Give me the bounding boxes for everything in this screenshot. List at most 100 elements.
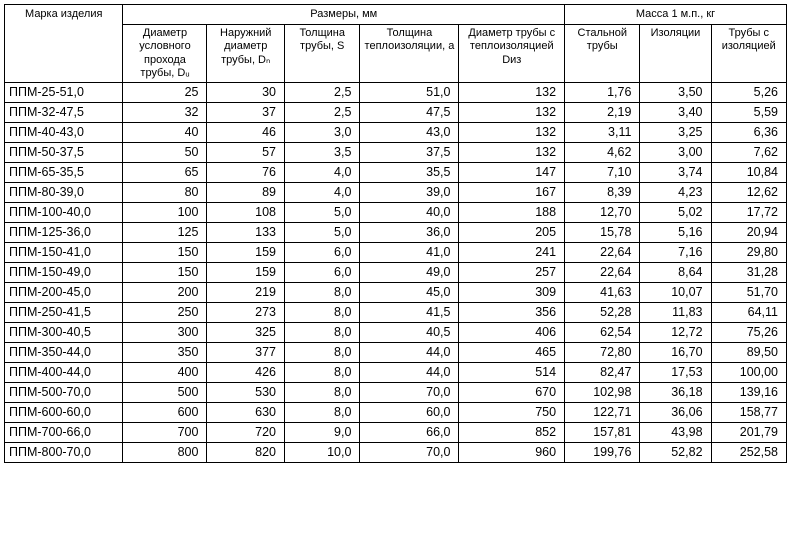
cell-dn: 133 — [207, 223, 285, 243]
cell-a: 44,0 — [360, 363, 459, 383]
cell-du: 150 — [123, 263, 207, 283]
table-row: ППМ-350-44,03503778,044,046572,8016,7089… — [5, 343, 787, 363]
cell-dn: 325 — [207, 323, 285, 343]
cell-a: 41,0 — [360, 243, 459, 263]
cell-du: 400 — [123, 363, 207, 383]
table-row: ППМ-80-39,080894,039,01678,394,2312,62 — [5, 183, 787, 203]
cell-s: 3,0 — [285, 123, 360, 143]
cell-du: 25 — [123, 83, 207, 103]
cell-du: 100 — [123, 203, 207, 223]
cell-s: 4,0 — [285, 183, 360, 203]
cell-diz: 132 — [459, 103, 565, 123]
cell-mark: ППМ-300-40,5 — [5, 323, 123, 343]
cell-du: 200 — [123, 283, 207, 303]
cell-m1: 8,39 — [565, 183, 640, 203]
cell-diz: 514 — [459, 363, 565, 383]
pipe-spec-table: Марка изделия Размеры, мм Масса 1 м.п., … — [4, 4, 787, 463]
cell-a: 35,5 — [360, 163, 459, 183]
cell-mark: ППМ-600-60,0 — [5, 403, 123, 423]
header-mtot: Трубы с изоляцией — [711, 25, 786, 83]
cell-m2: 3,40 — [640, 103, 711, 123]
cell-m1: 7,10 — [565, 163, 640, 183]
cell-m3: 29,80 — [711, 243, 786, 263]
cell-mark: ППМ-150-49,0 — [5, 263, 123, 283]
table-row: ППМ-125-36,01251335,036,020515,785,1620,… — [5, 223, 787, 243]
cell-diz: 147 — [459, 163, 565, 183]
cell-dn: 89 — [207, 183, 285, 203]
cell-diz: 188 — [459, 203, 565, 223]
cell-m1: 41,63 — [565, 283, 640, 303]
header-mass-group: Масса 1 м.п., кг — [565, 5, 787, 25]
header-dn: Наружний диаметр трубы, Dₙ — [207, 25, 285, 83]
cell-mark: ППМ-150-41,0 — [5, 243, 123, 263]
cell-mark: ППМ-50-37,5 — [5, 143, 123, 163]
cell-mark: ППМ-40-43,0 — [5, 123, 123, 143]
cell-m2: 4,23 — [640, 183, 711, 203]
cell-m3: 75,26 — [711, 323, 786, 343]
cell-m1: 102,98 — [565, 383, 640, 403]
cell-mark: ППМ-500-70,0 — [5, 383, 123, 403]
cell-mark: ППМ-32-47,5 — [5, 103, 123, 123]
cell-du: 125 — [123, 223, 207, 243]
cell-mark: ППМ-250-41,5 — [5, 303, 123, 323]
cell-dn: 108 — [207, 203, 285, 223]
cell-m1: 62,54 — [565, 323, 640, 343]
cell-diz: 465 — [459, 343, 565, 363]
cell-m3: 20,94 — [711, 223, 786, 243]
cell-m1: 82,47 — [565, 363, 640, 383]
cell-dn: 530 — [207, 383, 285, 403]
table-row: ППМ-150-41,01501596,041,024122,647,1629,… — [5, 243, 787, 263]
cell-a: 51,0 — [360, 83, 459, 103]
cell-diz: 167 — [459, 183, 565, 203]
cell-m3: 51,70 — [711, 283, 786, 303]
cell-m3: 201,79 — [711, 423, 786, 443]
cell-s: 8,0 — [285, 283, 360, 303]
header-msteel: Стальной трубы — [565, 25, 640, 83]
cell-dn: 30 — [207, 83, 285, 103]
cell-a: 40,5 — [360, 323, 459, 343]
cell-mark: ППМ-80-39,0 — [5, 183, 123, 203]
cell-m1: 2,19 — [565, 103, 640, 123]
cell-m1: 52,28 — [565, 303, 640, 323]
cell-mark: ППМ-100-40,0 — [5, 203, 123, 223]
cell-diz: 132 — [459, 123, 565, 143]
cell-m1: 22,64 — [565, 243, 640, 263]
cell-dn: 57 — [207, 143, 285, 163]
cell-m3: 17,72 — [711, 203, 786, 223]
cell-dn: 159 — [207, 243, 285, 263]
header-diz: Диаметр трубы с теплоизоляцией Dиз — [459, 25, 565, 83]
cell-dn: 377 — [207, 343, 285, 363]
cell-dn: 630 — [207, 403, 285, 423]
cell-diz: 670 — [459, 383, 565, 403]
cell-m1: 122,71 — [565, 403, 640, 423]
cell-m2: 43,98 — [640, 423, 711, 443]
cell-s: 8,0 — [285, 343, 360, 363]
cell-m3: 7,62 — [711, 143, 786, 163]
cell-s: 6,0 — [285, 263, 360, 283]
cell-a: 36,0 — [360, 223, 459, 243]
cell-s: 2,5 — [285, 83, 360, 103]
cell-du: 800 — [123, 443, 207, 463]
table-row: ППМ-700-66,07007209,066,0852157,8143,982… — [5, 423, 787, 443]
cell-du: 65 — [123, 163, 207, 183]
cell-dn: 37 — [207, 103, 285, 123]
cell-du: 50 — [123, 143, 207, 163]
cell-diz: 132 — [459, 143, 565, 163]
cell-m2: 3,50 — [640, 83, 711, 103]
cell-du: 600 — [123, 403, 207, 423]
cell-m3: 12,62 — [711, 183, 786, 203]
cell-du: 80 — [123, 183, 207, 203]
cell-a: 44,0 — [360, 343, 459, 363]
cell-a: 70,0 — [360, 443, 459, 463]
cell-m1: 72,80 — [565, 343, 640, 363]
cell-s: 5,0 — [285, 223, 360, 243]
header-s: Толщина трубы, S — [285, 25, 360, 83]
cell-m2: 11,83 — [640, 303, 711, 323]
cell-dn: 159 — [207, 263, 285, 283]
cell-m2: 5,02 — [640, 203, 711, 223]
header-mark: Марка изделия — [5, 5, 123, 83]
cell-m3: 6,36 — [711, 123, 786, 143]
cell-a: 41,5 — [360, 303, 459, 323]
cell-du: 250 — [123, 303, 207, 323]
cell-diz: 750 — [459, 403, 565, 423]
